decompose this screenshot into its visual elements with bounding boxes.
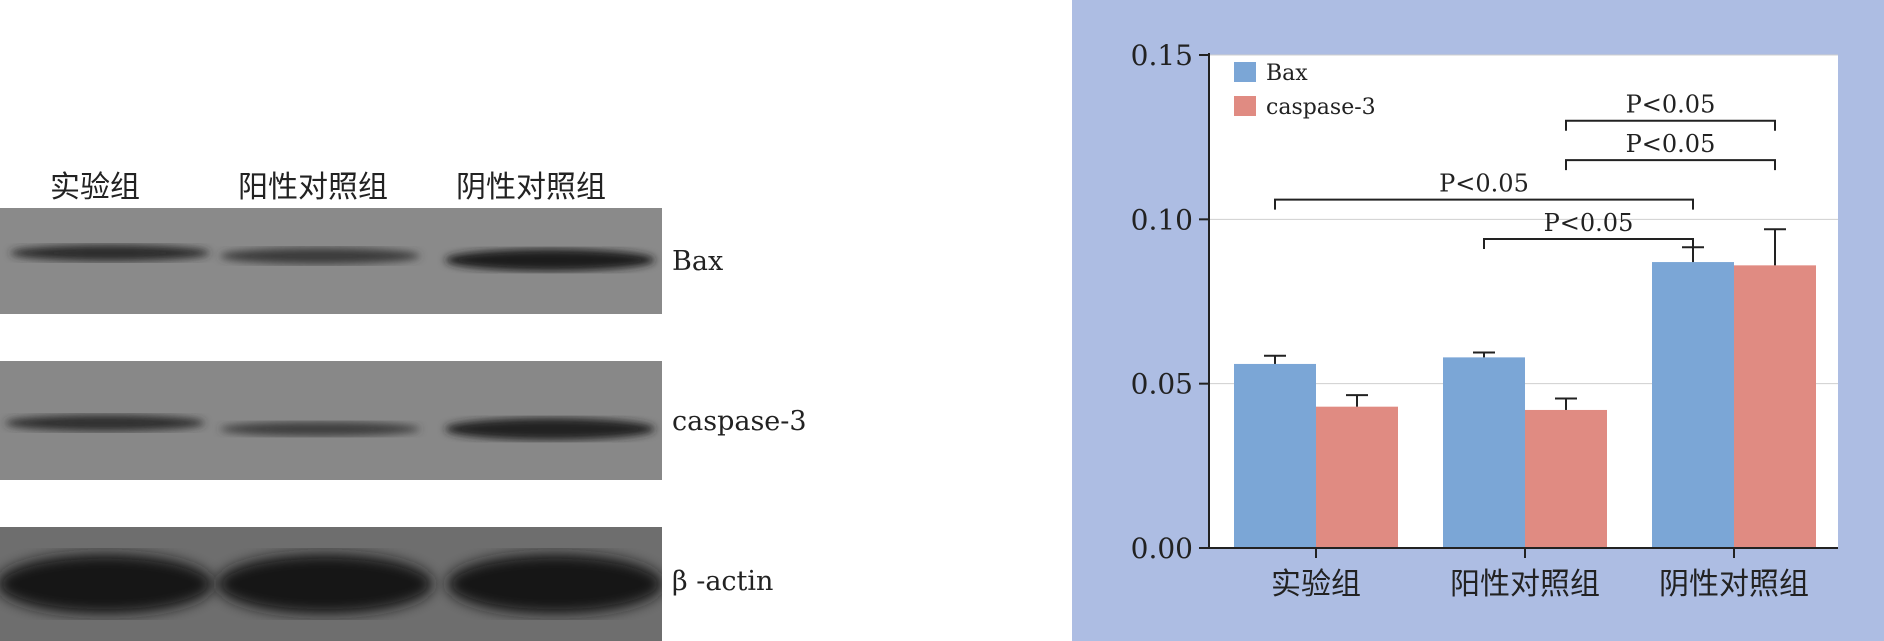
band-label-bax: Bax	[672, 246, 724, 277]
lane-label-experimental: 实验组	[50, 170, 140, 205]
bar-caspase-3-2	[1734, 265, 1816, 548]
significance-label: P<0.05	[1626, 91, 1716, 119]
bar-caspase-3-0	[1316, 406, 1398, 548]
lane-label-positive-control: 阳性对照组	[238, 170, 388, 205]
axes: 0.00 0.05 0.10 0.15 实验组 阳性对照组 阴性对照组	[1131, 39, 1838, 602]
y-tick-label: 0.00	[1131, 532, 1193, 565]
significance-bracket	[1565, 159, 1776, 171]
lane-label-negative-control: 阴性对照组	[456, 170, 606, 205]
western-blot-panel: 实验组 阳性对照组 阴性对照组 Bax caspase-3 β -actin	[0, 170, 807, 641]
legend-label: Bax	[1266, 61, 1308, 86]
legend: Bax caspase-3	[1234, 61, 1376, 120]
band-label-beta-actin: β -actin	[672, 566, 774, 597]
significance-bracket	[1565, 119, 1776, 131]
blot-strip-beta-actin	[0, 527, 662, 641]
bar-Bax-0	[1234, 363, 1316, 548]
band-actin-lane-1	[0, 554, 213, 614]
legend-label: caspase-3	[1266, 95, 1376, 120]
band-actin-lane-2	[217, 554, 433, 614]
y-tick-label: 0.10	[1131, 203, 1193, 236]
blot-strip-caspase-3	[0, 361, 662, 480]
band-bax-lane-3	[445, 249, 655, 271]
bar-caspase-3-1	[1525, 409, 1607, 548]
significance-brackets: P<0.05 P<0.05 P<0.05 P<0.05	[1274, 91, 1776, 250]
bar-Bax-2	[1652, 262, 1734, 548]
band-bax-lane-1	[10, 245, 210, 261]
significance-label: P<0.05	[1544, 209, 1634, 237]
significance-label: P<0.05	[1439, 170, 1529, 198]
blot-strip-bax	[0, 208, 662, 314]
band-caspase-lane-1	[5, 415, 205, 431]
y-tick-label: 0.05	[1131, 368, 1193, 401]
bar-Bax-1	[1443, 357, 1525, 548]
x-tick-label: 阳性对照组	[1450, 567, 1600, 602]
y-tick-label: 0.15	[1131, 39, 1193, 72]
band-caspase-lane-2	[220, 422, 420, 436]
band-caspase-lane-3	[445, 418, 655, 440]
significance-label: P<0.05	[1626, 130, 1716, 158]
significance-bracket	[1483, 238, 1694, 250]
error-bars	[1264, 228, 1786, 410]
significance-bracket	[1274, 198, 1694, 210]
x-tick-label: 实验组	[1271, 567, 1361, 602]
bars	[1234, 262, 1816, 548]
legend-swatch-caspase-3	[1234, 96, 1256, 116]
legend-swatch-Bax	[1234, 62, 1256, 82]
band-label-caspase-3: caspase-3	[672, 406, 807, 437]
band-actin-lane-3	[447, 554, 662, 614]
band-bax-lane-2	[220, 248, 420, 264]
x-tick-label: 阴性对照组	[1659, 567, 1809, 602]
